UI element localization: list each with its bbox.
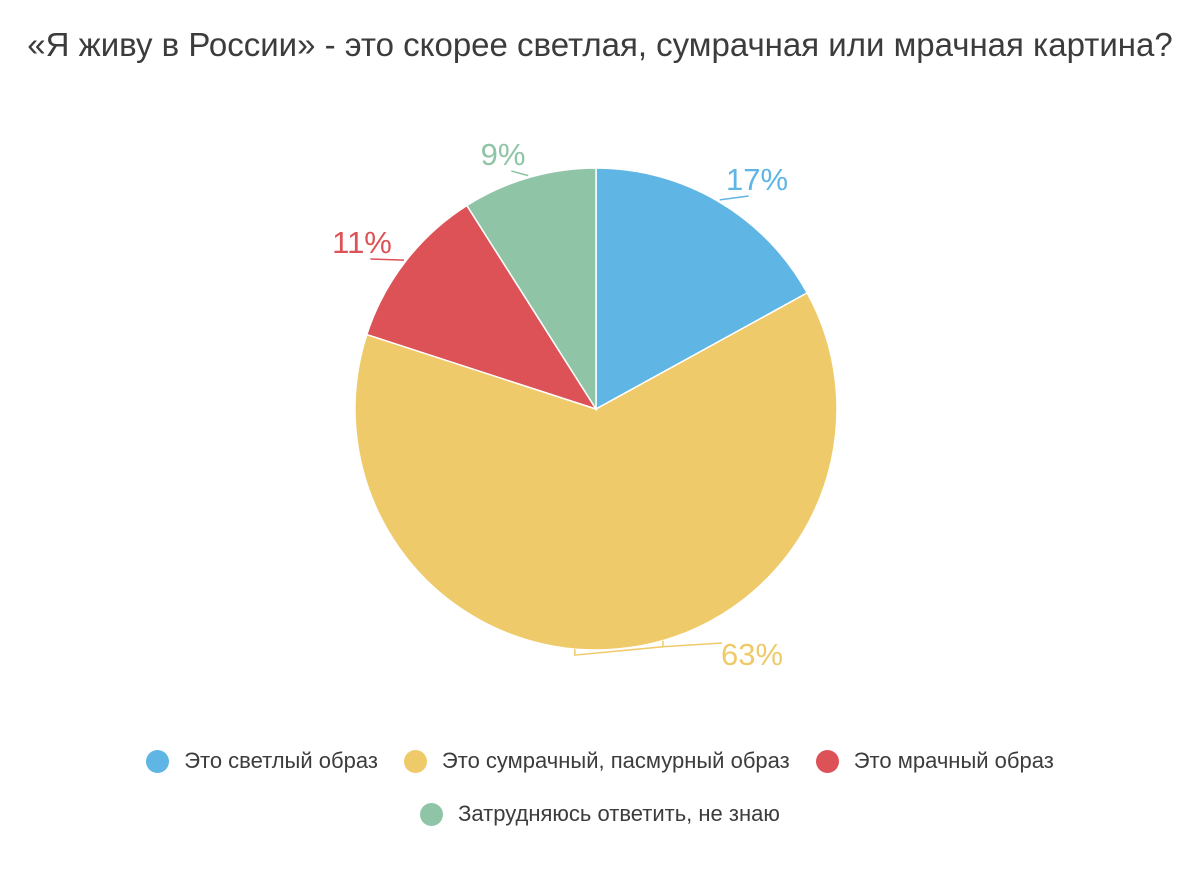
pie-slice-gloomy-cloudy [354, 291, 838, 651]
legend-label-dont-know: Затрудняюсь ответить, не знаю [458, 801, 780, 826]
pie-slice-dont-know [465, 167, 597, 412]
legend-label-gloomy-cloudy: Это сумрачный, пасмурный образ [441, 748, 790, 773]
pie-slices [354, 167, 838, 651]
legend-item-dont-know: Затрудняюсь ответить, не знаю [420, 801, 780, 827]
legend-label-bright: Это светлый образ [184, 748, 378, 773]
legend-dot-dark [815, 749, 839, 773]
pie-leader-lines [370, 170, 749, 656]
legend-item-dark: Это мрачный образ [815, 748, 1054, 774]
legend-item-gloomy-cloudy: Это сумрачный, пасмурный образ [403, 748, 790, 774]
leader-line-dark [370, 258, 405, 261]
data-label-dark: 11% [332, 225, 392, 260]
legend-item-bright: Это светлый образ [146, 748, 378, 774]
legend-dot-gloomy-cloudy [403, 749, 427, 773]
pie-slice-dark [365, 204, 598, 411]
data-label-dont-know: 9% [481, 137, 526, 172]
pie-slice-bright [595, 167, 809, 411]
legend-label-dark: Это мрачный образ [853, 748, 1054, 773]
legend-dot-dont-know [420, 802, 444, 826]
leader-line-gloomy-cloudy-tail [662, 642, 723, 648]
pie-data-labels: 17% 63% 11% 9% [332, 137, 788, 672]
data-label-gloomy-cloudy: 63% [721, 637, 783, 672]
leader-line-dont-know [511, 170, 529, 177]
chart-title: «Я живу в России» - это скорее светлая, … [27, 26, 1173, 63]
leader-line-bright [719, 195, 749, 201]
legend-row-1: Это светлый образ Это сумрачный, пасмурн… [0, 748, 1200, 774]
leader-line-gloomy-cloudy [574, 640, 664, 656]
legend-dot-bright [146, 749, 170, 773]
legend-row-2: Затрудняюсь ответить, не знаю [0, 801, 1200, 827]
data-label-bright: 17% [726, 162, 788, 197]
